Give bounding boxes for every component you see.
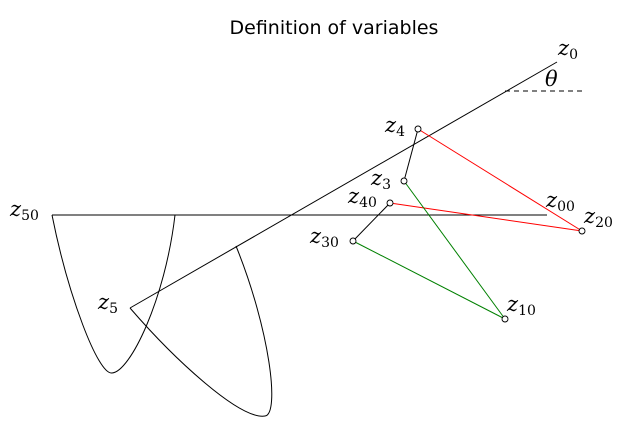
node-z3 [401, 178, 407, 184]
label-z50: z50 [9, 197, 39, 224]
node-z30 [350, 238, 356, 244]
red-link-z4-z20 [418, 129, 582, 231]
label-z20: z20 [583, 204, 613, 231]
label-z10: z10 [506, 292, 536, 319]
label-z0: z0 [557, 36, 578, 63]
left-hanging-curve [52, 215, 175, 373]
label-z30: z30 [309, 224, 339, 251]
main-inclined-line [130, 62, 557, 308]
label-z3: z3 [370, 166, 391, 193]
link-z4-z3 [404, 129, 418, 181]
lower-hanging-curve [130, 246, 272, 416]
label-z4: z4 [384, 113, 405, 140]
label-z5: z5 [97, 290, 118, 317]
node-z40 [387, 200, 393, 206]
label-theta: θ [545, 67, 558, 91]
node-z10 [502, 316, 508, 322]
figure-title: Definition of variables [230, 17, 439, 39]
green-link-z3-z10 [404, 181, 505, 319]
node-z20 [579, 228, 585, 234]
green-link-z30-z10 [353, 241, 505, 319]
label-z00: z00 [545, 188, 575, 215]
node-z4 [415, 126, 421, 132]
